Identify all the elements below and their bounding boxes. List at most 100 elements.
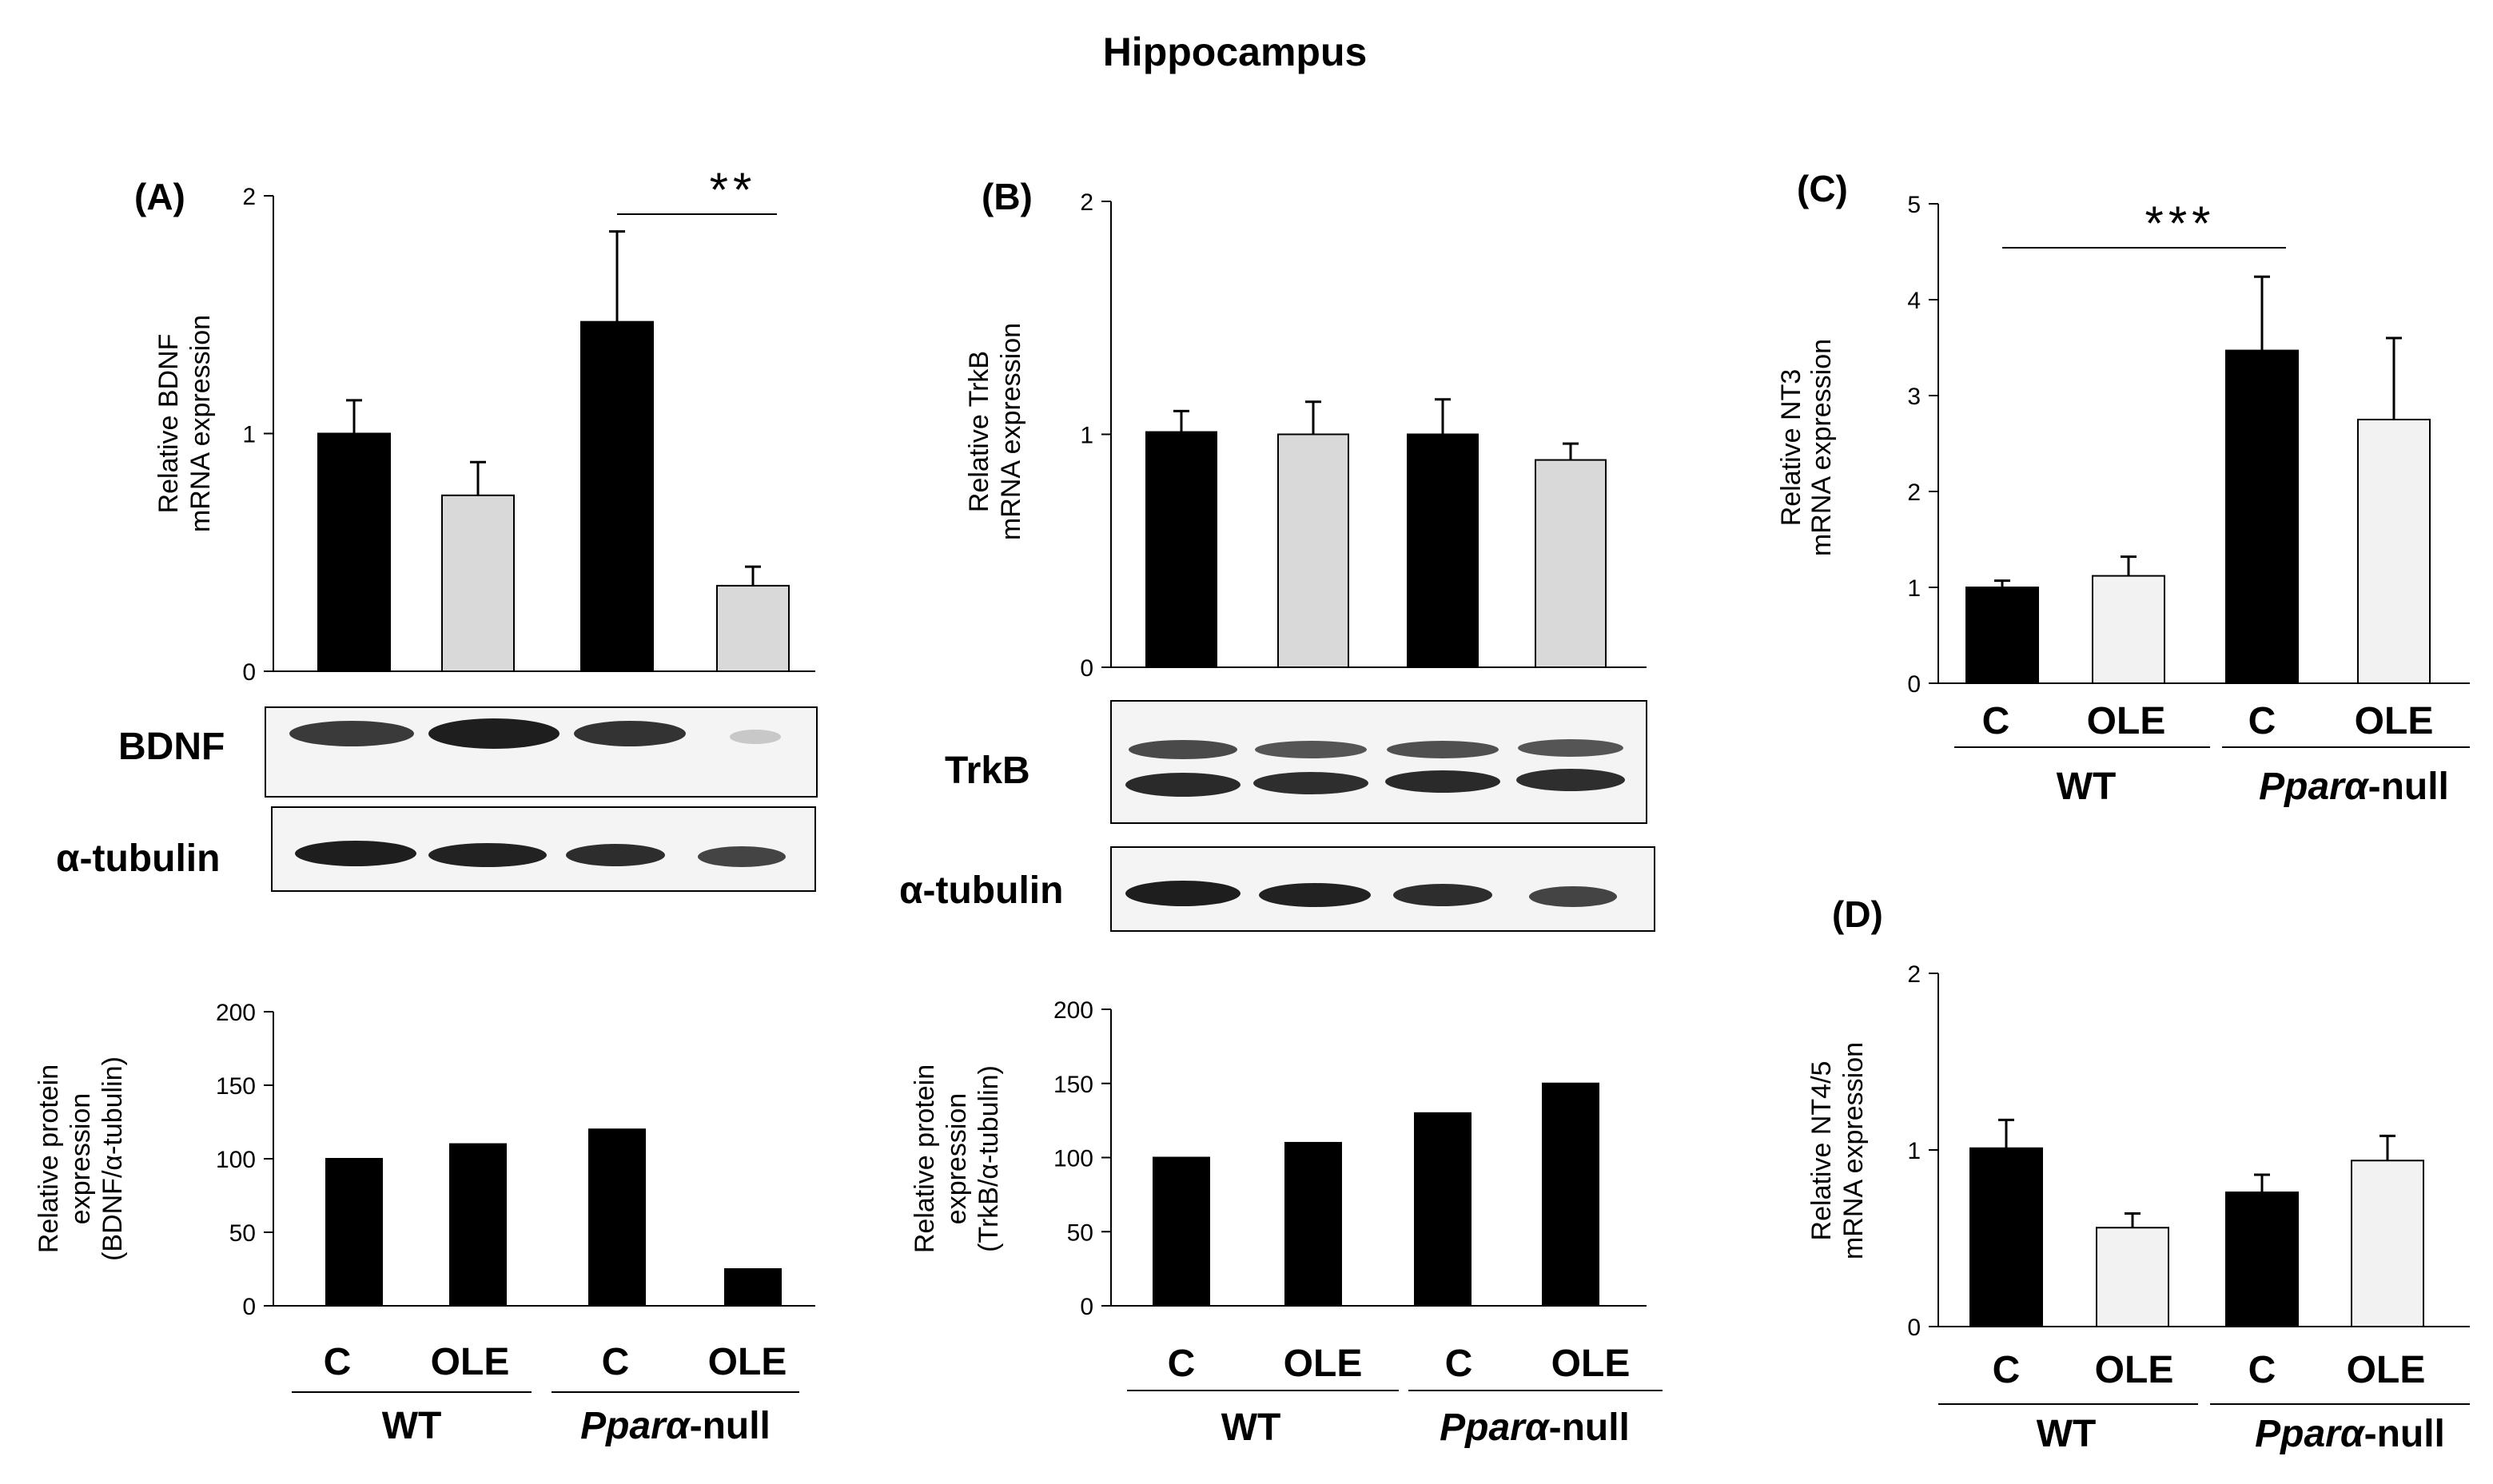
y-axis-label: Relative NT4/5	[1806, 1061, 1837, 1241]
chart-a-protein: 0 50 100 150 200 Relative protein expression (B…	[34, 1000, 815, 1320]
significance-label: **	[710, 163, 757, 217]
y-tick-label: 0	[1907, 1315, 1921, 1341]
panel-label-c: (C)	[1797, 168, 1848, 209]
band	[574, 721, 686, 746]
bar	[2351, 1160, 2424, 1328]
y-tick-label: 4	[1907, 288, 1921, 314]
y-tick-label: 150	[216, 1073, 256, 1100]
y-tick-label: 0	[1080, 1294, 1093, 1320]
panel-label-b: (B)	[982, 176, 1033, 217]
bar	[1277, 433, 1349, 668]
y-tick-label: 200	[1053, 997, 1093, 1024]
bar	[1969, 1147, 2043, 1328]
band	[1253, 772, 1368, 794]
bar	[724, 1268, 782, 1307]
y-tick-label: 5	[1907, 192, 1921, 218]
bar	[2096, 1227, 2169, 1327]
category-label: OLE	[708, 1341, 787, 1383]
band	[1393, 884, 1492, 906]
blot-b-tubulin	[1110, 846, 1655, 932]
category-label: C	[2248, 1349, 2276, 1391]
category-label: C	[1445, 1343, 1473, 1385]
blot-label-tubulin-b: α-tubulin	[899, 869, 1063, 912]
blot-a-bdnf	[265, 706, 818, 798]
blot-b-trkb	[1110, 700, 1647, 824]
bar	[2225, 1192, 2299, 1328]
blot-label-trkb: TrkB	[945, 750, 1030, 792]
band	[295, 841, 416, 866]
chart-a-mrna: 0 1 2 Relative BDNF mRNA expression **	[153, 163, 815, 686]
band	[730, 730, 781, 744]
panel-label-a: (A)	[134, 176, 185, 217]
bar	[588, 1128, 646, 1307]
y-tick-label: 100	[1053, 1146, 1093, 1172]
band	[1259, 883, 1371, 907]
y-axis-label: Relative BDNF	[153, 334, 184, 514]
y-tick-label: 1	[1907, 1138, 1921, 1164]
y-tick-label: 3	[1907, 384, 1921, 410]
y-tick-label: 0	[242, 1294, 256, 1320]
band	[428, 843, 547, 867]
y-tick-label: 0	[1080, 655, 1093, 682]
y-tick-label: 50	[1067, 1219, 1093, 1246]
y-tick-label: 2	[1080, 189, 1093, 216]
band	[1129, 740, 1237, 759]
category-label: C	[1168, 1343, 1196, 1385]
chart-b-mrna: 0 1 2 Relative TrkB mRNA expression	[964, 189, 1647, 682]
group-label-wt: WT	[1221, 1406, 1281, 1449]
bar	[1965, 587, 2039, 684]
group-label-null: Pparα-null	[2255, 1413, 2445, 1455]
category-label: OLE	[2087, 700, 2166, 742]
bar	[2357, 419, 2431, 684]
bar	[1542, 1082, 1599, 1307]
bar	[580, 320, 654, 672]
band	[1516, 769, 1625, 791]
category-label: OLE	[2355, 700, 2434, 742]
chart-b-protein: 0 50 100 150 200 Relative protein expression (T…	[910, 997, 1647, 1320]
chart-d-mrna: 0 1 2 Relative NT4/5 mRNA expression	[1806, 961, 2470, 1341]
group-label-wt: WT	[2037, 1413, 2097, 1455]
chart-c-mrna: 0 1 2 3 4 5 Relative NT3 mRNA expression ***	[1776, 192, 2470, 698]
y-axis-label: mRNA expression	[1806, 339, 1837, 556]
band	[1518, 739, 1623, 757]
bar	[449, 1143, 507, 1307]
category-label: C	[602, 1341, 630, 1383]
bar	[2092, 575, 2165, 684]
y-axis-label: mRNA expression	[185, 315, 216, 532]
bar	[441, 494, 515, 672]
y-tick-label: 50	[229, 1220, 256, 1247]
blot-a-tubulin	[271, 806, 816, 892]
y-tick-label: 100	[216, 1147, 256, 1173]
significance-label: ***	[2145, 197, 2215, 250]
bar	[2225, 349, 2299, 684]
y-tick-label: 150	[1053, 1072, 1093, 1098]
category-label: OLE	[2095, 1349, 2174, 1391]
band	[289, 721, 414, 746]
y-axis-label: (TrkB/α-tubulin)	[974, 1065, 1004, 1252]
bar	[716, 584, 790, 673]
y-tick-label: 2	[242, 184, 256, 210]
bar	[317, 432, 391, 672]
category-label: C	[1993, 1349, 2021, 1391]
category-label: C	[1982, 700, 2010, 742]
y-tick-label: 0	[242, 659, 256, 686]
group-label-wt: WT	[2057, 766, 2117, 808]
y-axis-label: mRNA expression	[996, 323, 1026, 540]
category-label: C	[324, 1341, 352, 1383]
band	[428, 718, 560, 749]
y-axis-label: Relative NT3	[1776, 369, 1806, 527]
y-tick-label: 200	[216, 1000, 256, 1026]
bar	[1407, 433, 1479, 668]
category-label: C	[2248, 700, 2276, 742]
y-axis-label: Relative TrkB	[964, 351, 994, 512]
panel-label-d: (D)	[1832, 893, 1883, 935]
group-label-null: Pparα-null	[1440, 1406, 1630, 1449]
band	[1529, 886, 1617, 907]
bar	[1284, 1141, 1342, 1307]
bar	[1153, 1156, 1210, 1307]
